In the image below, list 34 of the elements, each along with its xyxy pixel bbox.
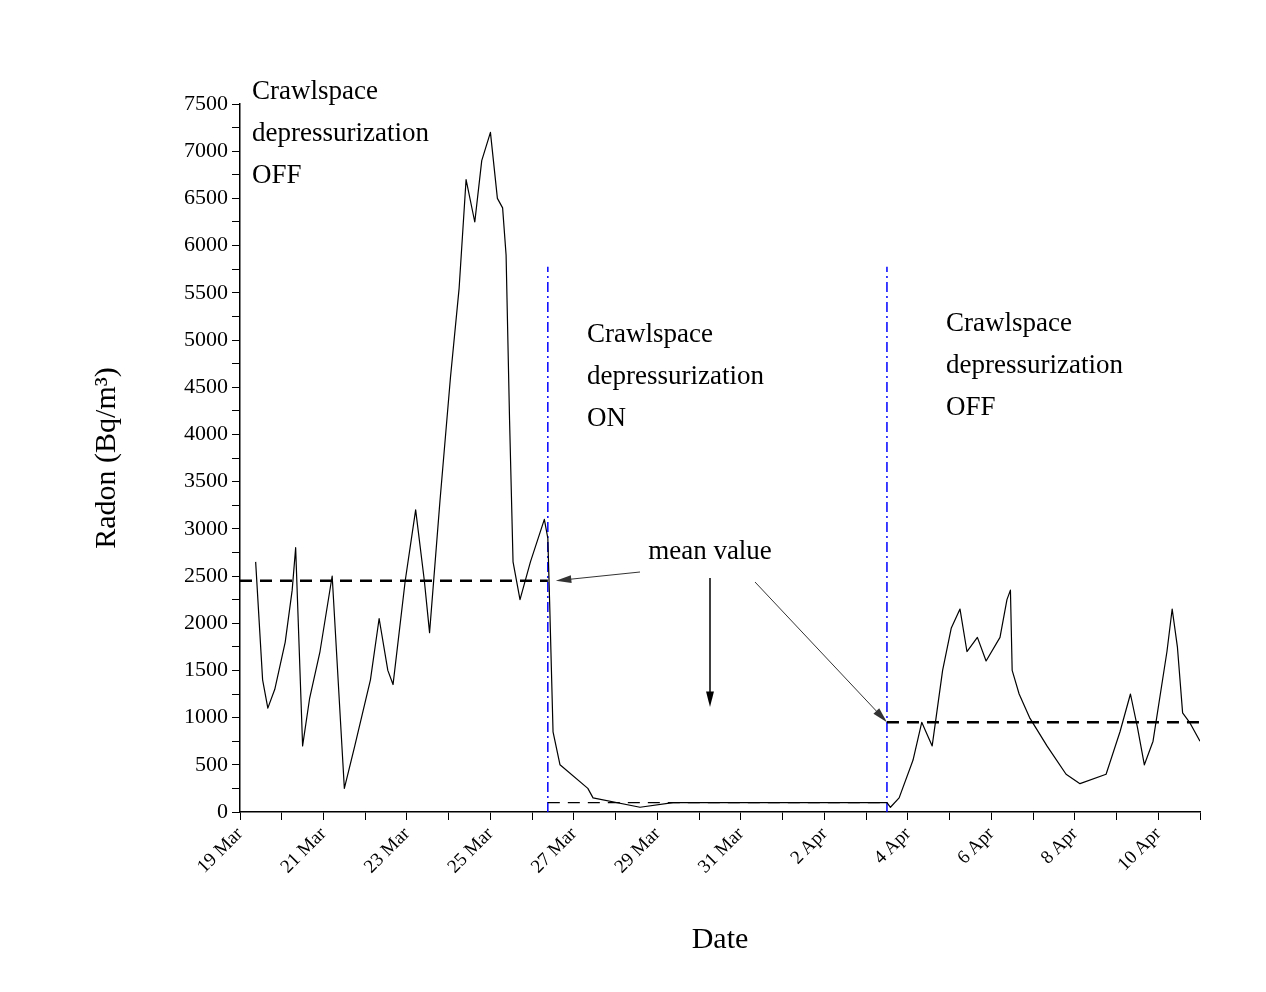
y-tick-label: 3000	[184, 514, 228, 540]
x-tick-label: 27 Mar	[526, 822, 581, 877]
annotation: mean value	[648, 535, 772, 566]
x-tick-label: 21 Mar	[275, 822, 331, 877]
y-tick-label: 6000	[184, 231, 228, 257]
x-axis-title: Date	[691, 920, 749, 954]
annotation: Crawlspace depressurization OFF	[946, 307, 1124, 422]
y-tick-label: 1500	[184, 656, 228, 682]
y-tick-label: 5500	[184, 278, 228, 304]
x-tick-label: 25 Mar	[442, 822, 498, 877]
y-tick-label: 7500	[184, 89, 228, 115]
annotation: Crawlspace depressurization ON	[587, 318, 765, 433]
y-axis-title: Radon (Bq/m³)	[87, 367, 122, 549]
y-tick-label: 0	[217, 797, 228, 823]
x-tick-label: 2 Apr	[785, 822, 832, 868]
y-tick-label: 1000	[184, 703, 228, 729]
y-tick-label: 500	[195, 750, 228, 776]
y-tick-label: 6500	[184, 184, 228, 210]
annotation: Crawlspace depressurization OFF	[252, 75, 430, 190]
y-tick-label: 4500	[184, 372, 228, 398]
x-tick-label: 8 Apr	[1036, 822, 1082, 868]
x-tick-label: 10 Apr	[1112, 822, 1166, 875]
y-tick-label: 4000	[184, 420, 228, 446]
x-tick-label: 31 Mar	[693, 822, 748, 877]
y-tick-label: 7000	[184, 136, 228, 162]
y-tick-label: 2500	[184, 561, 228, 587]
y-tick-label: 3500	[184, 467, 228, 493]
x-tick-label: 6 Apr	[952, 822, 999, 868]
x-tick-label: 23 Mar	[359, 822, 414, 877]
x-tick-label: 4 Apr	[869, 822, 915, 868]
x-tick-label: 29 Mar	[609, 822, 665, 877]
y-tick-label: 5000	[184, 325, 228, 351]
y-tick-label: 2000	[184, 608, 228, 634]
x-tick-label: 19 Mar	[192, 822, 247, 877]
